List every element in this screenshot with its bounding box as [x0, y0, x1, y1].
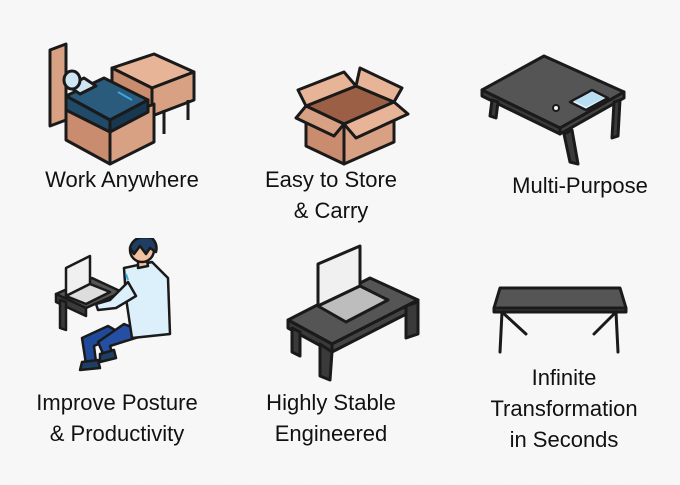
folding-table-icon [492, 286, 628, 354]
feature-label: Work Anywhere [45, 167, 199, 192]
desk-with-laptop-icon [286, 244, 420, 382]
desk-with-tablet-icon [480, 54, 626, 166]
bed-and-nightstand-icon [48, 42, 196, 166]
feature-label: Multi-Purpose [512, 173, 648, 198]
feature-label: Easy to Store & Carry [264, 167, 398, 223]
feature-label: Improve Posture & Productivity [36, 390, 198, 446]
feature-label: Highly Stable Engineered [266, 390, 396, 446]
cardboard-box-icon [294, 66, 410, 166]
feature-label: Infinite Transformation in Seconds [490, 365, 638, 452]
person-working-on-laptop-icon [54, 238, 172, 372]
